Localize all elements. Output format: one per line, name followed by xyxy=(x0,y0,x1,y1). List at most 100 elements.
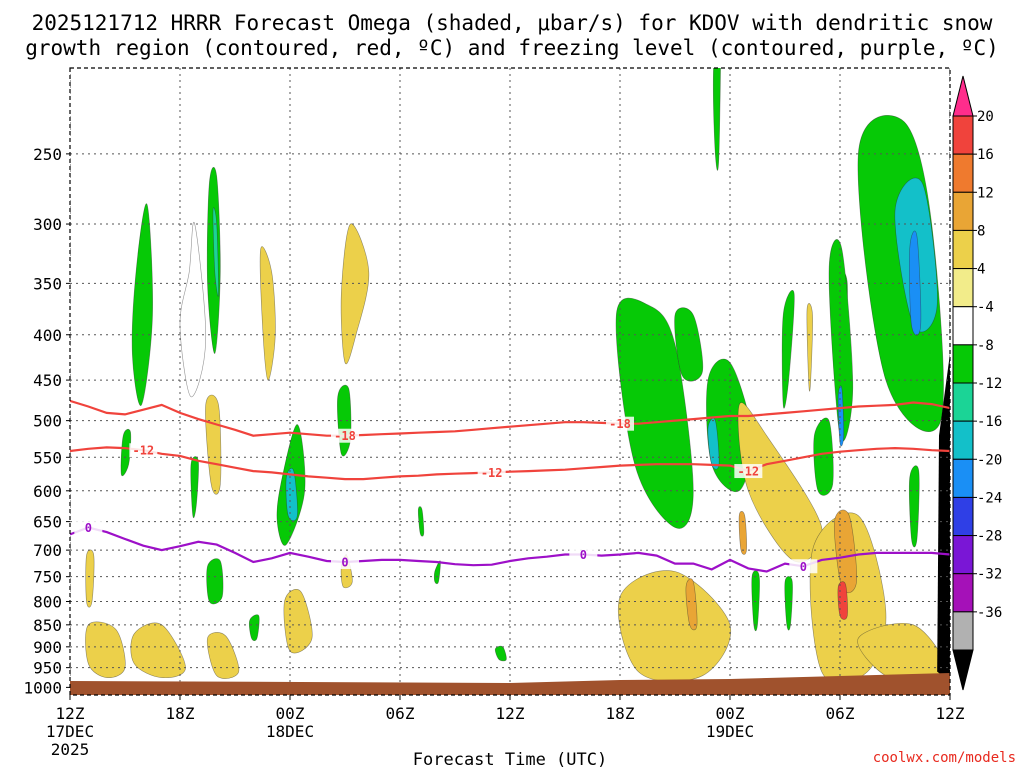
x-year-label: 2025 xyxy=(51,740,90,759)
omega-area-32 xyxy=(781,290,795,409)
contour-dgz--18 xyxy=(70,399,950,437)
contour-label-dgz: -12 xyxy=(132,444,154,458)
omega-area-21 xyxy=(206,632,240,679)
y-tick-label-700: 700 xyxy=(33,541,62,560)
omega-area-4 xyxy=(259,246,276,381)
omega-edge-strip xyxy=(937,353,950,682)
colorbar-bin-7 xyxy=(952,344,974,384)
y-tick-label-1000: 1000 xyxy=(23,678,62,697)
omega-area-10 xyxy=(285,468,298,522)
omega-area-1 xyxy=(131,203,153,406)
omega-area-5 xyxy=(340,223,370,365)
colorbar-bin-6 xyxy=(952,306,974,346)
contour-label-bg xyxy=(74,520,103,535)
contour-dgz--12 xyxy=(70,446,950,481)
x-date-label: 18DEC xyxy=(266,722,314,741)
colorbar-label-2: 12 xyxy=(977,185,994,201)
omega-area-22 xyxy=(283,589,313,654)
contour-label-bg xyxy=(789,559,818,574)
contour-label-dgz: -12 xyxy=(737,465,759,479)
chart-title-line2: growth region (contoured, red, ºC) and f… xyxy=(25,36,999,60)
omega-area-7 xyxy=(120,428,132,477)
omega-area-46 xyxy=(685,578,698,631)
y-tick-label-650: 650 xyxy=(33,513,62,532)
y-tick-label-550: 550 xyxy=(33,448,62,467)
omega-shading-layer xyxy=(85,68,950,684)
colorbar-bin-5 xyxy=(952,268,974,308)
contour-label-bg xyxy=(129,443,158,458)
y-tick-label-500: 500 xyxy=(33,412,62,431)
y-tick-label-600: 600 xyxy=(33,482,62,501)
chart-title-line1: 2025121712 HRRR Forecast Omega (shaded, … xyxy=(32,11,993,35)
contour-label-dgz: -12 xyxy=(481,466,503,480)
omega-area-35 xyxy=(837,385,845,447)
y-tick-label-300: 300 xyxy=(33,215,62,234)
omega-area-39 xyxy=(751,570,760,632)
colorbar-bin-9 xyxy=(952,420,974,460)
colorbar-label-6: -8 xyxy=(977,338,994,354)
omega-area-17 xyxy=(494,645,507,662)
colorbar-label-7: -12 xyxy=(977,376,1002,392)
colorbar-bin-10 xyxy=(952,458,974,498)
y-tick-label-850: 850 xyxy=(33,616,62,635)
contour-label-freezing: 0 xyxy=(580,548,587,562)
plot-area: -18 -18 -12 -12 -12 0 0 0 0 xyxy=(70,68,950,695)
y-tick-label-900: 900 xyxy=(33,638,62,657)
contour-label-bg xyxy=(331,428,359,443)
colorbar-label-9: -20 xyxy=(977,452,1002,468)
omega-area-2 xyxy=(206,167,221,354)
y-tick-label-800: 800 xyxy=(33,593,62,612)
omega-area-33 xyxy=(813,417,834,496)
colorbar-bin-14 xyxy=(952,611,974,651)
omega-area-6 xyxy=(205,394,222,495)
contour-label-freezing: 0 xyxy=(341,556,348,570)
x-tick-label-0: 12Z xyxy=(56,704,85,723)
omega-area-30 xyxy=(806,303,813,392)
colorbar: 20 16 12 8 4 -4 -8 -12 -16 -20 -24 -28 -32 -36 xyxy=(952,75,1002,691)
colorbar-bin-2 xyxy=(952,153,974,193)
contour-label-freezing: 0 xyxy=(85,521,92,535)
y-tick-label-750: 750 xyxy=(33,568,62,587)
colorbar-label-4: 4 xyxy=(977,262,985,278)
x-tick-label-30: 18Z xyxy=(606,704,635,723)
omega-area-16 xyxy=(248,614,260,642)
omega-area-24 xyxy=(615,297,694,529)
omega-area-15 xyxy=(206,558,224,605)
contour-label-freezing: 0 xyxy=(800,560,807,574)
colorbar-label-12: -32 xyxy=(977,567,1002,583)
x-tick-label-24: 12Z xyxy=(496,704,525,723)
contour-label-dgz: -18 xyxy=(609,417,631,431)
y-tick-label-950: 950 xyxy=(33,659,62,678)
colorbar-label-5: -4 xyxy=(977,300,994,316)
x-tick-label-12: 00Z xyxy=(276,704,305,723)
x-tick-label-18: 06Z xyxy=(386,704,415,723)
colorbar-label-3: 8 xyxy=(977,223,985,239)
colorbar-label-8: -16 xyxy=(977,414,1002,430)
x-date-label: 17DEC xyxy=(46,722,94,741)
colorbar-label-0: 20 xyxy=(977,109,994,125)
colorbar-label-13: -36 xyxy=(977,605,1002,621)
contour-label-bg xyxy=(734,464,763,479)
x-axis-title: Forecast Time (UTC) xyxy=(413,750,607,768)
y-axis-labels: 250 300 350 400 450 500 550 600 650 700 750 800 850 9… xyxy=(23,145,70,697)
colorbar-label-10: -24 xyxy=(977,490,1002,506)
y-tick-label-400: 400 xyxy=(33,326,62,345)
colorbar-label-11: -28 xyxy=(977,529,1002,545)
colorbar-bottom-arrow xyxy=(952,649,974,691)
omega-area-38 xyxy=(909,230,922,336)
omega-area-23 xyxy=(617,570,732,682)
omega-area-3 xyxy=(212,207,219,297)
colorbar-bin-12 xyxy=(952,535,974,575)
contour-layer: -18 -18 -12 -12 -12 0 0 0 0 xyxy=(70,399,950,574)
omega-area-45 xyxy=(837,581,848,620)
omega-area-28 xyxy=(712,68,721,171)
colorbar-label-1: 16 xyxy=(977,147,994,163)
terrain-ground xyxy=(70,673,950,695)
omega-area-19 xyxy=(85,549,95,608)
site-credit: coolwx.com/models xyxy=(873,750,1016,766)
colorbar-bin-3 xyxy=(952,191,974,231)
colorbar-bin-8 xyxy=(952,382,974,422)
x-date-label: 19DEC xyxy=(706,722,754,741)
